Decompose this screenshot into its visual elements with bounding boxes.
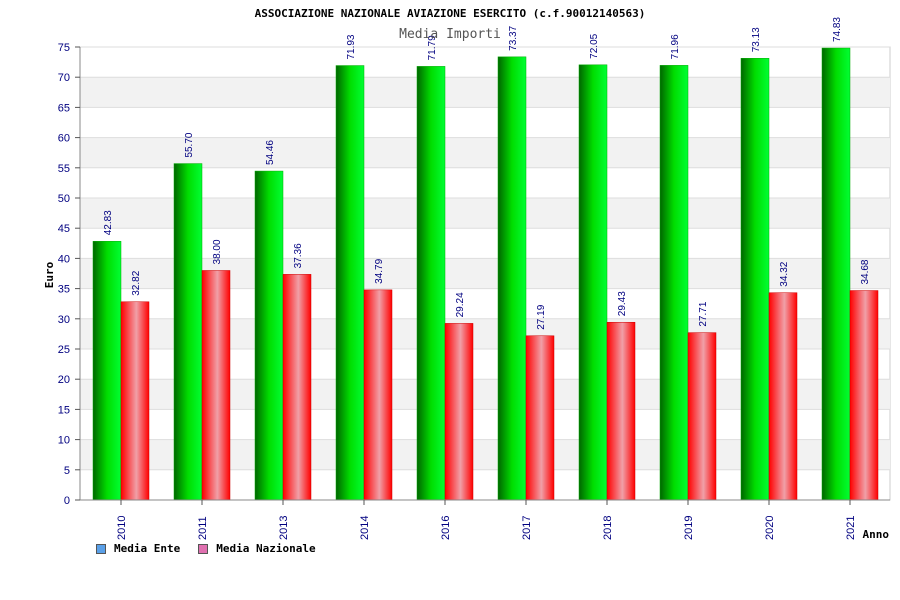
data-label: 34.79	[374, 258, 385, 283]
y-tick-label: 45	[58, 223, 70, 235]
x-tick-label: 2019	[683, 516, 695, 540]
x-tick-label: 2018	[602, 516, 614, 540]
bar-media-ente-2014	[335, 65, 365, 501]
bar-media-ente-2019	[659, 65, 689, 501]
x-axis-label: Anno	[863, 528, 890, 541]
data-label: 38.00	[212, 239, 223, 264]
bar-media-nazionale-2013	[282, 274, 312, 501]
chart-subtitle: Media Importi	[399, 27, 501, 42]
data-label: 72.05	[589, 33, 600, 58]
legend-item-media-nazionale: Media Nazionale	[198, 542, 316, 555]
y-tick-label: 40	[58, 253, 70, 265]
bar-media-nazionale-2010	[120, 301, 150, 501]
data-label: 71.96	[670, 34, 681, 59]
bar-media-nazionale-2020	[768, 292, 798, 501]
data-label: 55.70	[184, 132, 195, 157]
bar-media-nazionale-2019	[687, 332, 717, 501]
bar-media-nazionale-2017	[525, 335, 555, 501]
bar-media-nazionale-2018	[606, 321, 636, 501]
data-label: 29.43	[617, 291, 628, 316]
bar-media-ente-2010	[92, 241, 122, 501]
legend: Media Ente Media Nazionale	[96, 542, 316, 555]
bar-media-nazionale-2011	[201, 270, 231, 501]
y-tick-label: 50	[58, 193, 70, 205]
data-label: 29.24	[455, 292, 466, 317]
data-label: 54.46	[265, 140, 276, 165]
bars: 42.83 32.82 55.70 38.00 54.46 37.36 71.93 34.79…	[92, 17, 879, 501]
data-label: 73.37	[508, 25, 519, 50]
x-tick-label: 2014	[359, 516, 371, 540]
y-axis-label: Euro	[43, 261, 56, 288]
y-tick-label: 10	[58, 435, 70, 447]
y-tick-label: 0	[64, 495, 70, 507]
bar-media-ente-2013	[254, 170, 284, 501]
data-label: 71.79	[427, 35, 438, 60]
bar-media-nazionale-2021	[849, 290, 879, 501]
x-tick-label: 2010	[116, 516, 128, 540]
x-tick-label: 2021	[845, 516, 857, 540]
y-tick-label: 30	[58, 314, 70, 326]
y-tick-label: 35	[58, 284, 70, 296]
y-tick-label: 20	[58, 374, 70, 386]
y-tick-label: 15	[58, 404, 70, 416]
legend-swatch-media-ente	[96, 543, 106, 554]
data-label: 74.83	[832, 17, 843, 42]
y-axis: 0 5 10 15 20 25 30 35 40 45 50 55 60 65 70 75	[58, 42, 81, 507]
legend-label-media-ente: Media Ente	[114, 542, 181, 555]
chart-title: ASSOCIAZIONE NAZIONALE AVIAZIONE ESERCIT…	[255, 7, 646, 20]
data-label: 71.93	[346, 34, 357, 59]
data-label: 32.82	[131, 270, 142, 295]
data-label: 34.68	[860, 259, 871, 284]
x-tick-label: 2017	[521, 516, 533, 540]
x-tick-label: 2011	[197, 516, 209, 540]
y-tick-label: 5	[64, 465, 70, 477]
data-label: 27.19	[536, 304, 547, 329]
legend-swatch-media-nazionale	[198, 543, 209, 554]
bar-media-ente-2018	[578, 64, 608, 501]
x-axis: 2010 2011 2013 2014 2016 2017 2018 2019 2020 2021	[80, 499, 890, 540]
y-tick-label: 70	[58, 72, 70, 84]
y-tick-label: 25	[58, 344, 70, 356]
data-label: 27.71	[698, 301, 709, 326]
y-tick-label: 75	[58, 42, 70, 54]
legend-item-media-ente: Media Ente	[96, 542, 180, 555]
y-tick-label: 55	[58, 163, 70, 175]
data-label: 42.83	[103, 210, 114, 235]
y-tick-label: 65	[58, 102, 70, 114]
legend-label-media-nazionale: Media Nazionale	[216, 542, 316, 555]
data-label: 73.13	[751, 27, 762, 52]
bar-media-ente-2011	[173, 163, 203, 501]
bar-media-ente-2016	[416, 66, 446, 501]
data-label: 37.36	[293, 243, 304, 268]
data-label: 34.32	[779, 261, 790, 286]
y-tick-label: 60	[58, 133, 70, 145]
x-tick-label: 2013	[278, 516, 290, 540]
bar-media-ente-2017	[497, 56, 527, 501]
bar-media-ente-2020	[740, 58, 770, 501]
x-tick-label: 2016	[440, 516, 452, 540]
bar-media-nazionale-2014	[363, 289, 393, 501]
x-tick-label: 2020	[764, 516, 776, 540]
bar-media-nazionale-2016	[444, 323, 474, 501]
bar-media-ente-2021	[821, 47, 851, 501]
